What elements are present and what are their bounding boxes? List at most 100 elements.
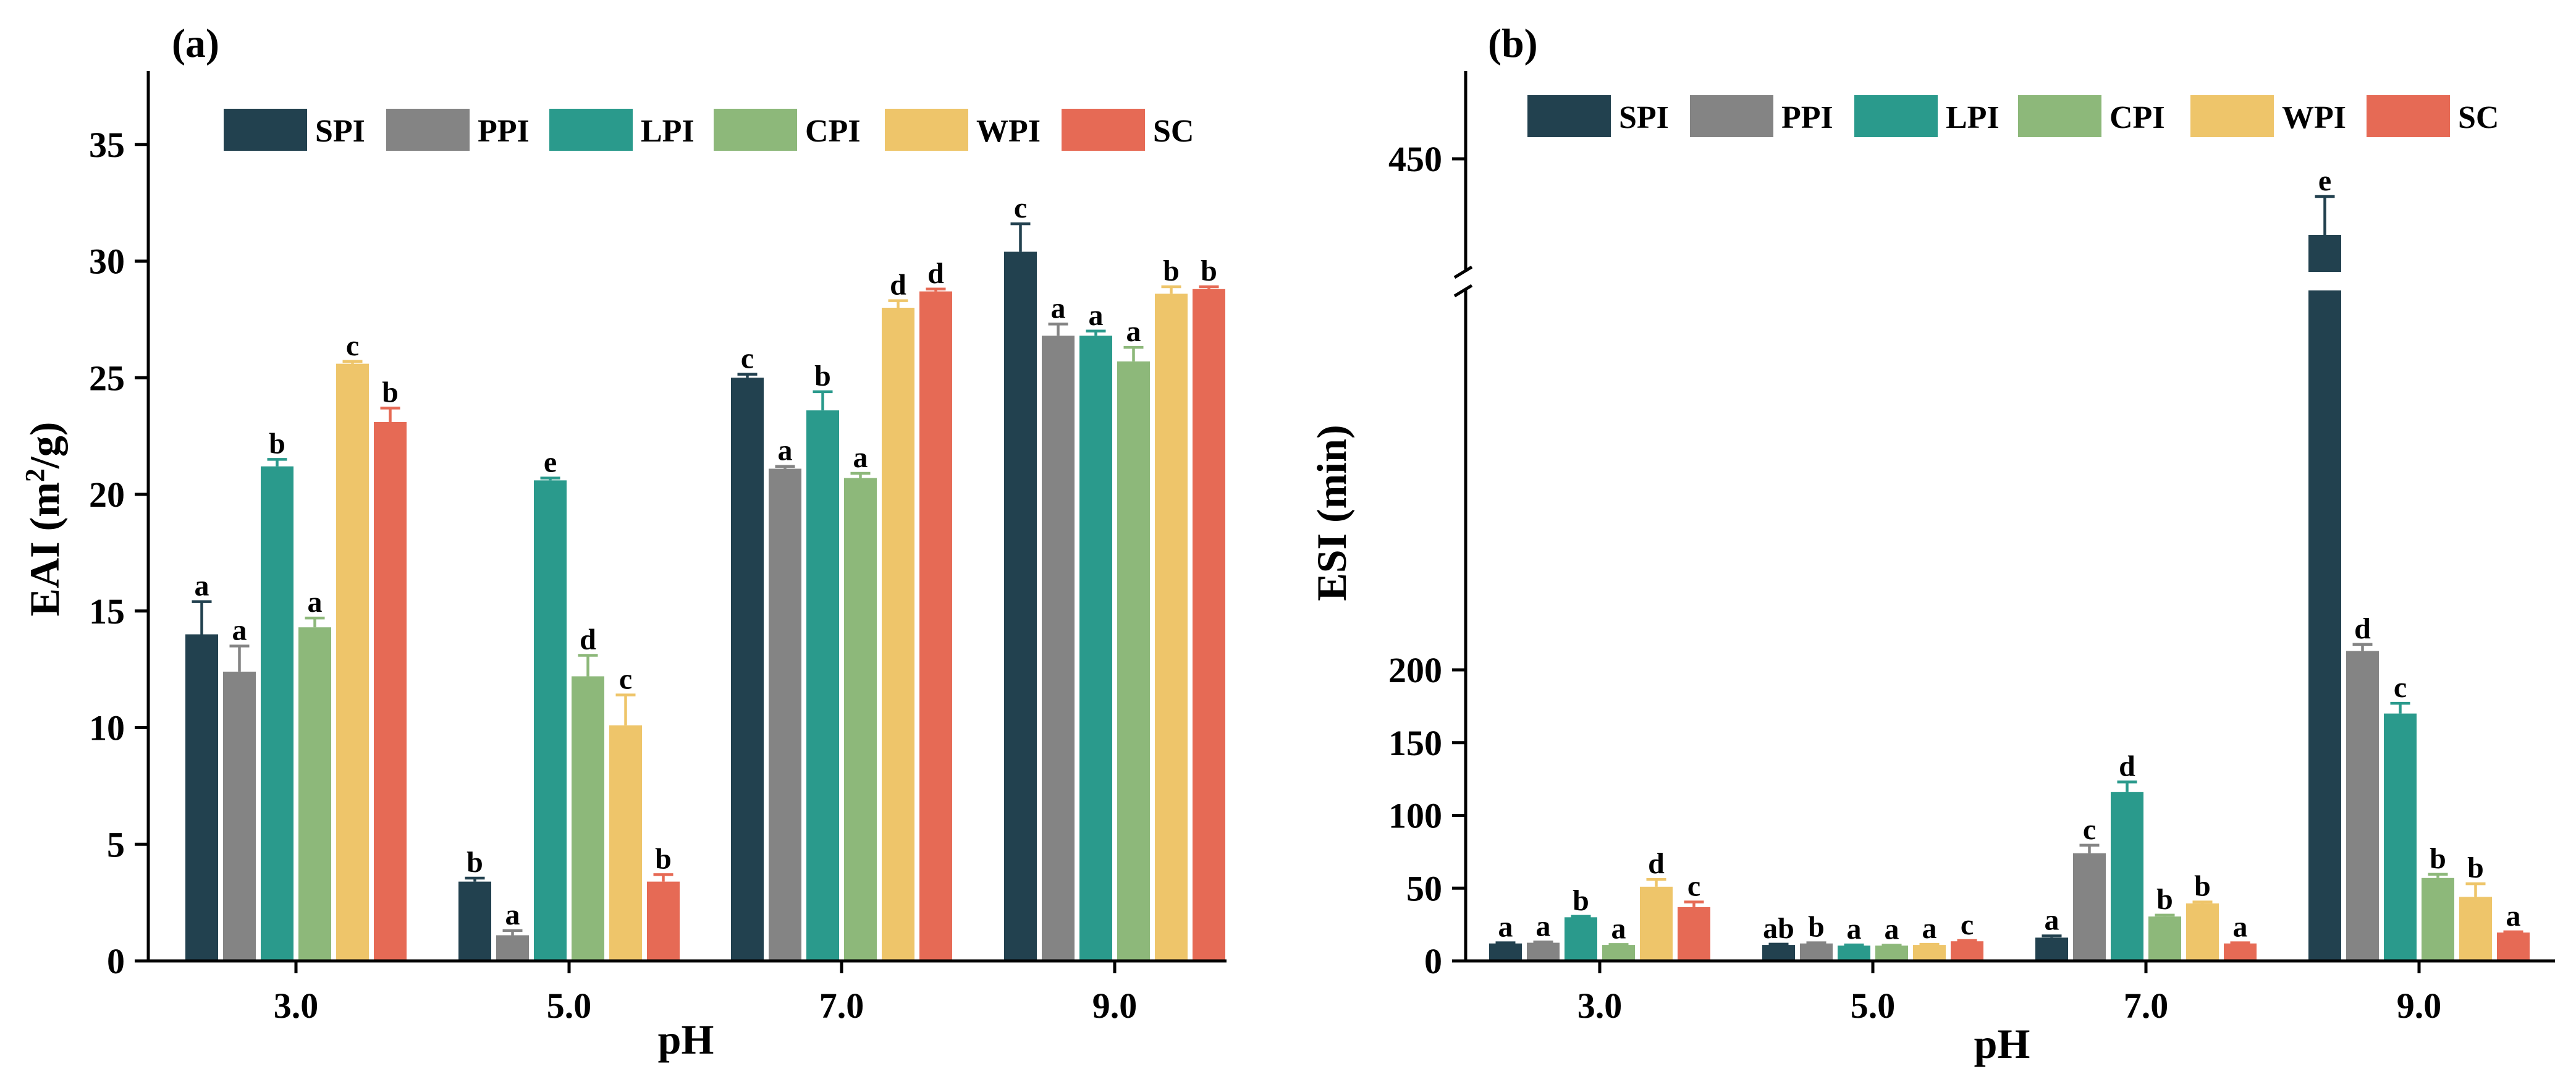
significance-letter: a <box>2233 911 2248 944</box>
legend-swatch-WPI <box>885 109 968 151</box>
bar-CPI-7.0 <box>844 478 877 961</box>
bar-PPI-9.0 <box>1042 336 1075 961</box>
significance-letter: a <box>1611 912 1626 945</box>
bar-SC-3.0 <box>1678 907 1710 961</box>
bar-WPI-9.0 <box>1155 294 1188 962</box>
significance-letter: b <box>2194 870 2211 903</box>
bar-LPI-7.0 <box>806 410 839 961</box>
legend-label-SC: SC <box>2458 100 2499 135</box>
significance-letter: e <box>544 446 557 479</box>
significance-letter: b <box>2467 852 2484 884</box>
legend-label-WPI: WPI <box>976 114 1041 149</box>
bar-WPI-5.0 <box>609 725 642 961</box>
significance-letter: ab <box>1763 912 1794 945</box>
significance-letter: b <box>2156 883 2173 916</box>
bar-CPI-7.0 <box>2148 916 2181 961</box>
significance-letter: c <box>1014 192 1027 224</box>
panel-label-b: (b) <box>1488 21 1538 66</box>
significance-letter: a <box>195 570 209 603</box>
bar-SC-5.0 <box>647 881 680 961</box>
significance-letter: a <box>778 434 793 467</box>
significance-letter: b <box>1573 884 1589 917</box>
bar-PPI-7.0 <box>2073 853 2106 961</box>
significance-letter: a <box>1498 911 1513 944</box>
significance-letter: a <box>2045 903 2059 936</box>
significance-letter: b <box>269 427 285 460</box>
significance-letter: a <box>1536 910 1551 942</box>
significance-letter: c <box>741 342 754 375</box>
x-tick-label: 3.0 <box>1577 986 1623 1026</box>
bar-LPI-9.0 <box>2384 713 2417 961</box>
bar-PPI-5.0 <box>496 935 529 961</box>
y-tick-label: 25 <box>89 358 125 398</box>
bar-SC-9.0 <box>1193 289 1225 961</box>
significance-letter: c <box>2394 671 2407 704</box>
bar-WPI-9.0 <box>2459 897 2492 961</box>
legend-label-CPI: CPI <box>805 114 861 149</box>
y-tick-label: 20 <box>89 475 125 515</box>
bar-LPI-3.0 <box>261 466 293 961</box>
significance-letter: c <box>1961 908 1974 941</box>
legend-swatch-LPI <box>549 109 633 151</box>
legend-swatch-PPI <box>386 109 470 151</box>
significance-letter: b <box>814 360 831 392</box>
y-axis-title: EAI (m2/g) <box>20 422 68 617</box>
bar-WPI-5.0 <box>1913 945 1946 961</box>
bar-SPI-9.0-upper <box>2308 235 2341 272</box>
x-tick-label: 9.0 <box>2397 986 2442 1026</box>
legend-label-PPI: PPI <box>478 114 530 149</box>
significance-letter: a <box>853 441 868 474</box>
bar-LPI-5.0 <box>534 480 567 961</box>
y-tick-label: 50 <box>1406 868 1442 908</box>
bar-WPI-7.0 <box>2186 903 2219 961</box>
bar-WPI-3.0 <box>336 363 369 961</box>
legend-swatch-CPI <box>2018 95 2101 137</box>
legend-label-WPI: WPI <box>2282 100 2346 135</box>
significance-letter: d <box>2119 750 2135 782</box>
legend-swatch-SPI <box>1527 95 1611 137</box>
significance-letter: b <box>1808 911 1825 944</box>
significance-letter: c <box>619 663 632 696</box>
bar-WPI-3.0 <box>1640 886 1673 961</box>
significance-letter: b <box>655 842 672 875</box>
significance-letter: c <box>1687 870 1700 903</box>
significance-letter: b <box>382 376 399 408</box>
y-tick-label: 200 <box>1388 650 1442 690</box>
x-tick-label: 9.0 <box>1092 986 1138 1026</box>
significance-letter: b <box>467 846 483 879</box>
bar-SPI-7.0 <box>2035 937 2068 961</box>
significance-letter: a <box>232 614 247 646</box>
legend-label-SPI: SPI <box>1619 100 1669 135</box>
significance-letter: a <box>308 586 323 619</box>
x-axis-title: pH <box>1974 1020 2030 1067</box>
significance-letter: b <box>2430 842 2446 875</box>
y-tick-label: 30 <box>89 242 125 282</box>
significance-letter: d <box>927 257 944 290</box>
bar-CPI-5.0 <box>1875 945 1908 961</box>
significance-letter: d <box>2354 612 2371 645</box>
legend-label-SC: SC <box>1153 114 1194 149</box>
bar-LPI-7.0 <box>2111 792 2143 961</box>
bar-LPI-3.0 <box>1565 917 1597 961</box>
y-tick-label: 10 <box>89 708 125 748</box>
significance-letter: e <box>2318 164 2331 197</box>
y-axis-title-main: EAI (m <box>21 482 68 616</box>
legend-label-SPI: SPI <box>315 114 365 149</box>
bar-PPI-3.0 <box>223 671 256 961</box>
axis-break-mark <box>1453 284 1473 298</box>
bar-PPI-3.0 <box>1527 942 1560 961</box>
bar-SPI-9.0-lower <box>2308 290 2341 961</box>
legend-swatch-PPI <box>1690 95 1773 137</box>
legend-swatch-LPI <box>1854 95 1938 137</box>
bar-SC-7.0 <box>919 291 952 962</box>
legend-label-LPI: LPI <box>641 114 695 149</box>
significance-letter: b <box>1201 255 1217 287</box>
bar-SPI-3.0 <box>1489 943 1522 961</box>
panel-label-a: (a) <box>172 21 219 66</box>
bar-SC-7.0 <box>2224 943 2257 961</box>
y-tick-label: 5 <box>107 824 125 865</box>
significance-letter: b <box>1163 255 1180 287</box>
significance-letter: a <box>1089 299 1104 332</box>
x-tick-label: 5.0 <box>547 986 592 1026</box>
